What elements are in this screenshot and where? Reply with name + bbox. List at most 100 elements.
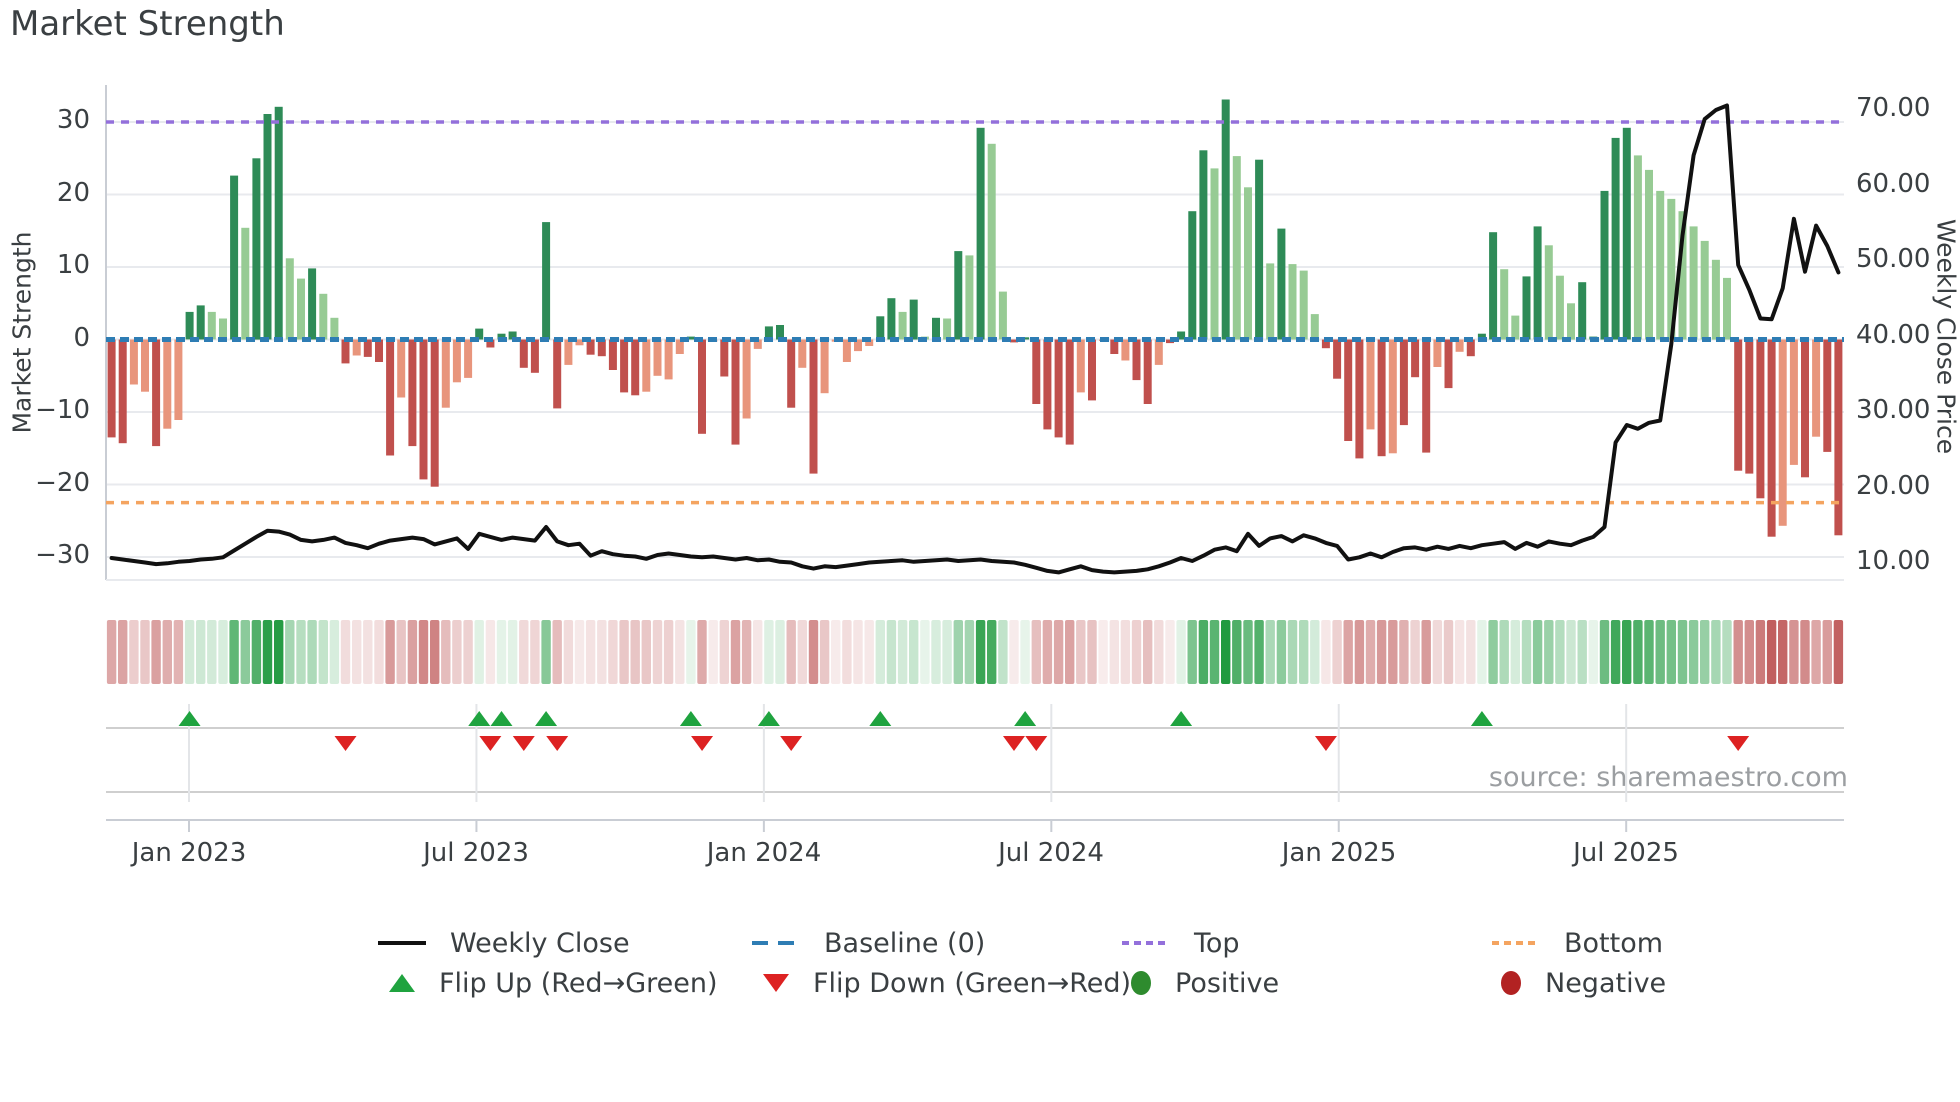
heatmap-cell bbox=[1744, 620, 1754, 684]
heatmap-cell bbox=[775, 620, 785, 684]
strength-bar bbox=[965, 255, 974, 340]
strength-bar bbox=[419, 339, 428, 480]
flip-up-marker bbox=[1170, 711, 1193, 726]
strength-bar bbox=[1656, 190, 1665, 340]
strength-bar bbox=[1801, 339, 1809, 478]
heatmap-cell bbox=[1610, 620, 1621, 684]
strength-bar bbox=[542, 222, 551, 340]
heatmap-cell bbox=[1276, 620, 1287, 684]
strength-bar bbox=[1399, 339, 1408, 426]
heatmap-cell bbox=[496, 620, 507, 684]
heatmap-cell bbox=[1087, 620, 1097, 684]
heatmap-cell bbox=[240, 620, 250, 684]
heatmap-cell bbox=[407, 620, 418, 684]
heatmap-cell bbox=[987, 620, 997, 684]
flip-down-marker bbox=[780, 736, 803, 751]
flip-up-icon bbox=[389, 974, 415, 992]
heatmap-cell bbox=[663, 620, 674, 684]
heatmap-cell bbox=[1399, 620, 1409, 684]
strength-bar bbox=[1700, 240, 1709, 340]
heatmap-cell bbox=[140, 620, 150, 684]
strength-bar bbox=[1411, 339, 1420, 378]
heatmap-cell bbox=[307, 620, 317, 684]
right-axis-tick-label: 50.00 bbox=[1856, 244, 1931, 274]
strength-bar bbox=[1667, 198, 1676, 340]
strength-bar bbox=[1723, 277, 1731, 340]
strength-bar bbox=[1154, 339, 1163, 365]
flip-up-marker bbox=[679, 711, 702, 726]
heatmap-cell bbox=[530, 620, 540, 684]
heatmap-cell bbox=[1187, 620, 1197, 684]
strength-bar bbox=[530, 339, 539, 373]
strength-bar bbox=[1511, 315, 1520, 340]
strength-bar bbox=[1823, 339, 1832, 452]
strength-bar bbox=[1388, 339, 1397, 454]
heatmap-cell bbox=[485, 620, 496, 684]
heatmap-cell bbox=[730, 620, 741, 684]
strength-bar bbox=[341, 339, 350, 364]
strength-bar bbox=[1578, 282, 1587, 340]
strength-bar bbox=[464, 339, 473, 378]
strength-bar bbox=[842, 339, 851, 362]
strength-bar bbox=[486, 339, 495, 348]
heatmap-cell bbox=[1365, 620, 1376, 684]
strength-bar bbox=[352, 339, 361, 356]
heatmap-cell bbox=[764, 620, 774, 684]
flip-down-markers bbox=[334, 736, 1750, 751]
strength-bar bbox=[932, 317, 940, 340]
heatmap-cell bbox=[998, 620, 1008, 684]
heatmap-cell bbox=[162, 620, 172, 684]
strength-bar bbox=[252, 158, 261, 340]
flip-up-marker bbox=[757, 711, 780, 726]
strength-bar bbox=[854, 339, 862, 352]
strength-bar bbox=[118, 339, 127, 444]
strength-bar bbox=[720, 339, 729, 377]
strength-bar bbox=[1522, 276, 1531, 340]
strength-bar bbox=[1143, 339, 1152, 404]
strength-bar bbox=[386, 339, 395, 456]
heatmap-cell bbox=[1655, 620, 1665, 684]
strength-bar bbox=[1477, 333, 1486, 340]
strength-bar bbox=[564, 339, 573, 365]
heatmap-cell bbox=[1588, 620, 1598, 684]
strength-bar bbox=[274, 106, 283, 340]
left-axis-tick-label: 10 bbox=[56, 250, 90, 280]
strength-bar bbox=[608, 339, 617, 370]
strength-bar bbox=[1533, 226, 1542, 340]
strength-bar bbox=[553, 339, 562, 409]
strength-bar bbox=[1321, 339, 1330, 349]
strength-bar bbox=[1132, 339, 1141, 381]
heatmap-cell bbox=[1733, 620, 1743, 684]
strength-bar bbox=[1767, 339, 1776, 537]
strength-bar bbox=[196, 305, 205, 340]
strength-bar bbox=[820, 339, 829, 394]
heatmap-cell bbox=[396, 620, 406, 684]
strength-bar bbox=[1500, 269, 1509, 340]
heatmap-cell bbox=[129, 620, 139, 684]
heatmap-cell bbox=[463, 620, 473, 684]
heatmap-cell bbox=[909, 620, 919, 684]
flip-up-marker bbox=[1014, 711, 1037, 726]
strength-bar bbox=[1678, 211, 1687, 340]
strength-bar bbox=[642, 339, 651, 392]
legend-item-label: Weekly Close bbox=[450, 927, 630, 959]
heatmap-cell bbox=[786, 620, 796, 684]
heatmap-cell bbox=[1410, 620, 1420, 684]
strength-bar bbox=[441, 339, 450, 408]
heatmap-cell bbox=[1454, 620, 1465, 684]
negative-dot-icon bbox=[1501, 971, 1521, 995]
legend-item: Flip Up (Red→Green) bbox=[378, 966, 718, 1000]
strength-bar bbox=[152, 339, 161, 447]
heatmap-cell bbox=[452, 620, 462, 684]
left-axis-tick-label: −20 bbox=[35, 468, 90, 498]
strength-bar bbox=[1244, 187, 1252, 340]
heatmap-cell bbox=[430, 620, 440, 684]
heatmap-cell bbox=[875, 620, 885, 684]
heatmap-cell bbox=[1488, 620, 1498, 684]
heatmap-cell bbox=[842, 620, 852, 684]
heatmap-cell bbox=[1789, 620, 1799, 684]
heatmap-cell bbox=[1031, 620, 1041, 684]
heatmap-cell bbox=[797, 620, 807, 684]
heatmap-cell bbox=[507, 620, 518, 684]
